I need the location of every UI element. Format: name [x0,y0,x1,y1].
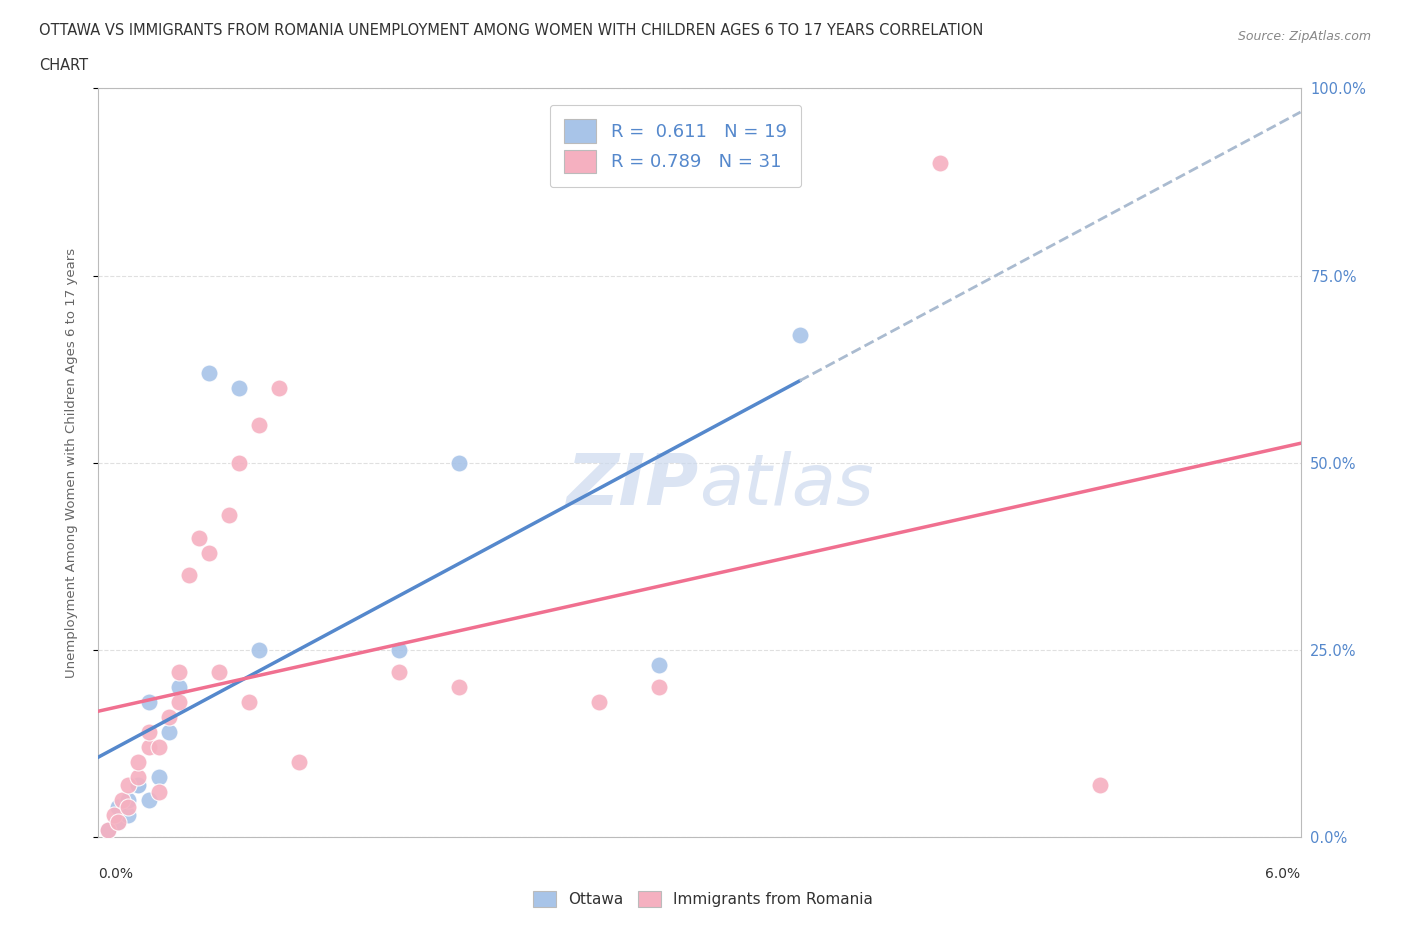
Point [97,822,120,837]
Point [103,807,125,822]
Point [247,418,270,432]
Point [388,643,411,658]
Legend: R =  0.611   N = 19, R = 0.789   N = 31: R = 0.611 N = 19, R = 0.789 N = 31 [550,105,801,187]
Point [148,785,170,800]
Point [228,456,250,471]
Point [128,777,150,792]
Point [388,665,411,680]
Point [208,665,231,680]
Text: atlas: atlas [700,451,875,520]
Point [117,807,139,822]
Point [238,695,260,710]
Point [789,328,811,343]
Text: ZIP: ZIP [567,451,700,520]
Point [107,800,129,815]
Point [117,777,139,792]
Point [107,815,129,830]
Point [247,643,270,658]
Point [138,695,160,710]
Point [128,755,150,770]
Point [167,665,190,680]
Point [197,365,219,380]
Point [447,456,470,471]
Point [588,695,610,710]
Point [197,545,219,560]
Point [111,792,134,807]
Point [148,739,170,754]
Legend: Ottawa, Immigrants from Romania: Ottawa, Immigrants from Romania [527,884,879,913]
Y-axis label: Unemployment Among Women with Children Ages 6 to 17 years: Unemployment Among Women with Children A… [65,247,77,678]
Point [157,710,180,724]
Point [117,800,139,815]
Point [128,777,150,792]
Point [648,658,671,672]
Point [447,680,470,695]
Point [218,508,240,523]
Point [1088,777,1111,792]
Point [157,724,180,739]
Text: OTTAWA VS IMMIGRANTS FROM ROMANIA UNEMPLOYMENT AMONG WOMEN WITH CHILDREN AGES 6 : OTTAWA VS IMMIGRANTS FROM ROMANIA UNEMPL… [39,23,984,38]
Point [128,770,150,785]
Point [138,724,160,739]
Text: CHART: CHART [39,58,89,73]
Point [167,695,190,710]
Point [177,567,200,582]
Text: 0.0%: 0.0% [98,867,134,881]
Text: 6.0%: 6.0% [1265,867,1301,881]
Point [148,770,170,785]
Text: Source: ZipAtlas.com: Source: ZipAtlas.com [1237,30,1371,43]
Point [928,156,950,171]
Point [167,680,190,695]
Point [267,380,290,395]
Point [117,792,139,807]
Point [138,739,160,754]
Point [138,792,160,807]
Point [287,755,309,770]
Point [97,822,120,837]
Point [648,680,671,695]
Point [107,815,129,830]
Point [228,380,250,395]
Point [187,530,209,545]
